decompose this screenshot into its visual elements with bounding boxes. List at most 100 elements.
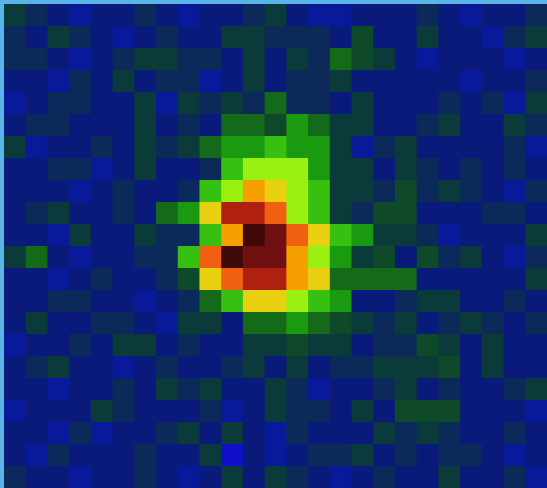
pixel-cell [330, 312, 352, 335]
pixel-cell [395, 444, 417, 467]
pixel-cell [134, 378, 156, 401]
pixel-cell [482, 466, 504, 488]
pixel-cell [91, 334, 113, 357]
pixel-cell [330, 334, 352, 357]
pixel-cell [4, 466, 26, 488]
pixel-cell [482, 356, 504, 379]
pixel-cell [373, 422, 395, 445]
pixel-cell [482, 400, 504, 423]
pixel-cell [395, 92, 417, 115]
pixel-cell [330, 114, 352, 137]
pixel-cell [265, 202, 287, 225]
pixel-cell [395, 422, 417, 445]
pixel-cell [113, 400, 135, 423]
pixel-cell [395, 158, 417, 181]
pixel-cell [438, 466, 460, 488]
pixel-cell [286, 136, 308, 159]
pixel-cell [265, 224, 287, 247]
pixel-cell [395, 26, 417, 49]
pixel-cell [395, 224, 417, 247]
pixel-cell [504, 4, 526, 27]
pixel-cell [26, 180, 48, 203]
pixel-cell [134, 114, 156, 137]
pixel-cell [525, 246, 547, 269]
pixel-cell [221, 180, 243, 203]
pixel-cell [460, 114, 482, 137]
pixel-cell [330, 290, 352, 313]
pixel-cell [308, 378, 330, 401]
pixel-cell [113, 4, 135, 27]
pixel-cell [91, 26, 113, 49]
pixel-cell [4, 180, 26, 203]
pixel-cell [286, 290, 308, 313]
pixel-cell [265, 246, 287, 269]
pixel-cell [460, 158, 482, 181]
pixel-cell [482, 92, 504, 115]
pixel-cell [308, 290, 330, 313]
pixel-cell [460, 4, 482, 27]
pixel-cell [4, 444, 26, 467]
pixel-cell [243, 92, 265, 115]
pixel-cell [4, 48, 26, 71]
pixel-cell [525, 378, 547, 401]
pixel-cell [113, 26, 135, 49]
pixel-cell [199, 202, 221, 225]
pixel-cell [373, 356, 395, 379]
pixel-cell [504, 356, 526, 379]
pixel-cell [156, 92, 178, 115]
pixel-cell [178, 180, 200, 203]
pixel-cell [26, 444, 48, 467]
pixel-cell [525, 268, 547, 291]
pixel-cell [438, 356, 460, 379]
pixel-cell [417, 334, 439, 357]
pixel-cell [4, 246, 26, 269]
pixel-cell [504, 180, 526, 203]
pixel-cell [69, 444, 91, 467]
pixel-cell [352, 334, 374, 357]
pixel-cell [91, 70, 113, 93]
pixel-cell [91, 202, 113, 225]
pixel-cell [26, 290, 48, 313]
pixel-cell [221, 48, 243, 71]
pixel-cell [265, 290, 287, 313]
pixel-cell [352, 356, 374, 379]
pixel-cell [330, 70, 352, 93]
pixel-cell [525, 202, 547, 225]
pixel-cell [286, 444, 308, 467]
pixel-cell [221, 400, 243, 423]
pixel-cell [438, 92, 460, 115]
pixel-cell [221, 224, 243, 247]
pixel-cell [460, 290, 482, 313]
pixel-cell [373, 290, 395, 313]
pixel-cell [373, 70, 395, 93]
pixel-cell [373, 334, 395, 357]
pixel-cell [113, 48, 135, 71]
pixel-cell [265, 312, 287, 335]
pixel-cell [352, 224, 374, 247]
pixel-cell [308, 268, 330, 291]
pixel-cell [156, 224, 178, 247]
pixel-cell [4, 224, 26, 247]
pixel-cell [199, 334, 221, 357]
pixel-cell [438, 400, 460, 423]
pixel-cell [482, 114, 504, 137]
pixel-cell [504, 48, 526, 71]
pixel-cell [330, 356, 352, 379]
pixel-cell [69, 4, 91, 27]
pixel-cell [352, 378, 374, 401]
pixel-cell [373, 378, 395, 401]
pixel-cell [460, 180, 482, 203]
pixel-cell [417, 290, 439, 313]
pixel-cell [525, 356, 547, 379]
pixel-cell [47, 356, 69, 379]
pixel-cell [504, 92, 526, 115]
pixel-cell [26, 4, 48, 27]
pixel-cell [417, 114, 439, 137]
pixel-cell [482, 26, 504, 49]
pixel-cell [178, 378, 200, 401]
pixel-cell [482, 268, 504, 291]
pixel-cell [525, 92, 547, 115]
pixel-cell [286, 356, 308, 379]
pixel-cell [4, 378, 26, 401]
pixel-cell [178, 136, 200, 159]
